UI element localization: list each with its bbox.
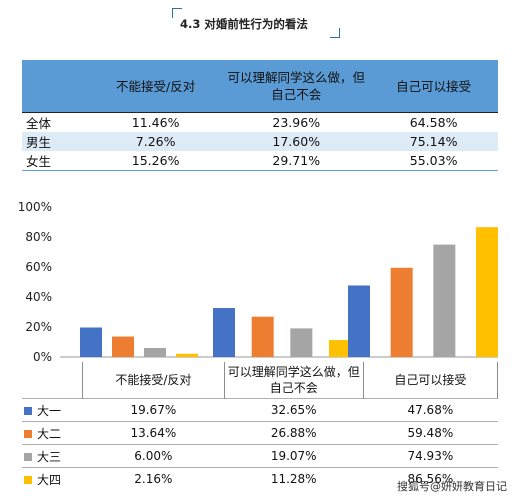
legend-swatch — [24, 453, 32, 461]
y-tick-label: 80% — [25, 230, 52, 244]
header-oppose: 不能接受/反对 — [88, 60, 224, 113]
series-row: 大四 2.16% 11.28% 86.56% — [22, 467, 498, 490]
series-value: 47.68% — [363, 398, 498, 422]
overall-table: 不能接受/反对 可以理解同学这么做，但自己不会 自己可以接受 全体 11.46%… — [22, 60, 498, 171]
chart-category-oppose: 不能接受/反对 — [82, 362, 225, 399]
bar — [476, 227, 498, 357]
table-row: 全体 11.46% 23.96% 64.58% — [22, 112, 498, 132]
series-legend: 大二 — [22, 421, 83, 445]
overall-table-header: 不能接受/反对 可以理解同学这么做，但自己不会 自己可以接受 — [22, 60, 498, 113]
cell-value: 7.26% — [88, 132, 224, 151]
title-frame: 4.3 对婚前性行为的看法 — [172, 8, 340, 38]
y-tick-label: 100% — [18, 200, 52, 214]
cell-value: 64.58% — [369, 112, 498, 132]
series-value: 86.56% — [363, 467, 498, 490]
cell-value: 23.96% — [223, 112, 370, 132]
series-value: 59.48% — [363, 421, 498, 445]
row-label: 全体 — [22, 112, 88, 132]
header-corner — [22, 60, 88, 113]
row-label: 男生 — [22, 132, 88, 151]
chart-table-header: 不能接受/反对 可以理解同学这么做，但自己不会 自己可以接受 — [22, 362, 499, 399]
y-tick-label: 60% — [25, 260, 52, 274]
chart-data-table: 不能接受/反对 可以理解同学这么做，但自己不会 自己可以接受 大一 19.67%… — [22, 362, 499, 490]
bar — [251, 316, 274, 357]
series-value: 11.28% — [224, 467, 364, 490]
series-legend: 大四 — [22, 467, 83, 490]
cell-value: 29.71% — [223, 151, 370, 171]
series-value: 2.16% — [82, 467, 225, 490]
bar — [176, 353, 198, 357]
bar — [348, 285, 370, 357]
table-row: 女生 15.26% 29.71% 55.03% — [22, 151, 498, 171]
title-bracket-top-left — [172, 8, 182, 18]
series-name: 大二 — [37, 426, 62, 441]
bar — [144, 348, 166, 357]
bar — [112, 336, 134, 357]
legend-swatch — [24, 476, 32, 484]
bar — [390, 267, 413, 357]
series-legend: 大三 — [22, 444, 83, 468]
series-legend: 大一 — [22, 398, 83, 422]
series-name: 大四 — [37, 472, 62, 487]
chart-category-accept: 自己可以接受 — [362, 362, 499, 399]
table-row: 男生 7.26% 17.60% 75.14% — [22, 132, 498, 151]
y-tick-label: 20% — [25, 320, 52, 334]
series-row: 大一 19.67% 32.65% 47.68% — [22, 398, 498, 422]
chart-category-understand: 可以理解同学这么做，但自己不会 — [223, 362, 364, 399]
cell-value: 55.03% — [369, 151, 498, 171]
grade-bar-chart: 0% 20% 40% 60% 80% 100% — [18, 200, 498, 363]
series-name: 大三 — [37, 449, 62, 464]
bar — [290, 328, 313, 357]
bar — [213, 308, 235, 357]
series-value: 32.65% — [224, 398, 364, 422]
cell-value: 17.60% — [223, 132, 370, 151]
series-row: 大三 6.00% 19.07% 74.93% — [22, 444, 498, 468]
y-tick-label: 40% — [25, 290, 52, 304]
bar — [80, 327, 102, 357]
legend-swatch — [24, 407, 32, 415]
watermark: 搜狐号@妍妍教育日记 — [397, 480, 507, 493]
header-understand: 可以理解同学这么做，但自己不会 — [223, 60, 370, 113]
bar — [433, 244, 456, 357]
series-value: 74.93% — [363, 444, 498, 468]
chart-table-corner — [22, 362, 83, 399]
header-accept: 自己可以接受 — [369, 60, 498, 113]
series-value: 13.64% — [82, 421, 225, 445]
series-name: 大一 — [37, 403, 62, 418]
cell-value: 11.46% — [88, 112, 224, 132]
cell-value: 75.14% — [369, 132, 498, 151]
cell-value: 15.26% — [88, 151, 224, 171]
legend-swatch — [24, 430, 32, 438]
series-value: 19.07% — [224, 444, 364, 468]
series-row: 大二 13.64% 26.88% 59.48% — [22, 421, 498, 445]
series-value: 6.00% — [82, 444, 225, 468]
page-title: 4.3 对婚前性行为的看法 — [180, 17, 308, 31]
title-bracket-bottom-right — [330, 28, 340, 38]
series-value: 19.67% — [82, 398, 225, 422]
series-value: 26.88% — [224, 421, 364, 445]
y-tick-label: 0% — [33, 350, 52, 363]
row-label: 女生 — [22, 151, 88, 171]
bar — [329, 340, 351, 357]
